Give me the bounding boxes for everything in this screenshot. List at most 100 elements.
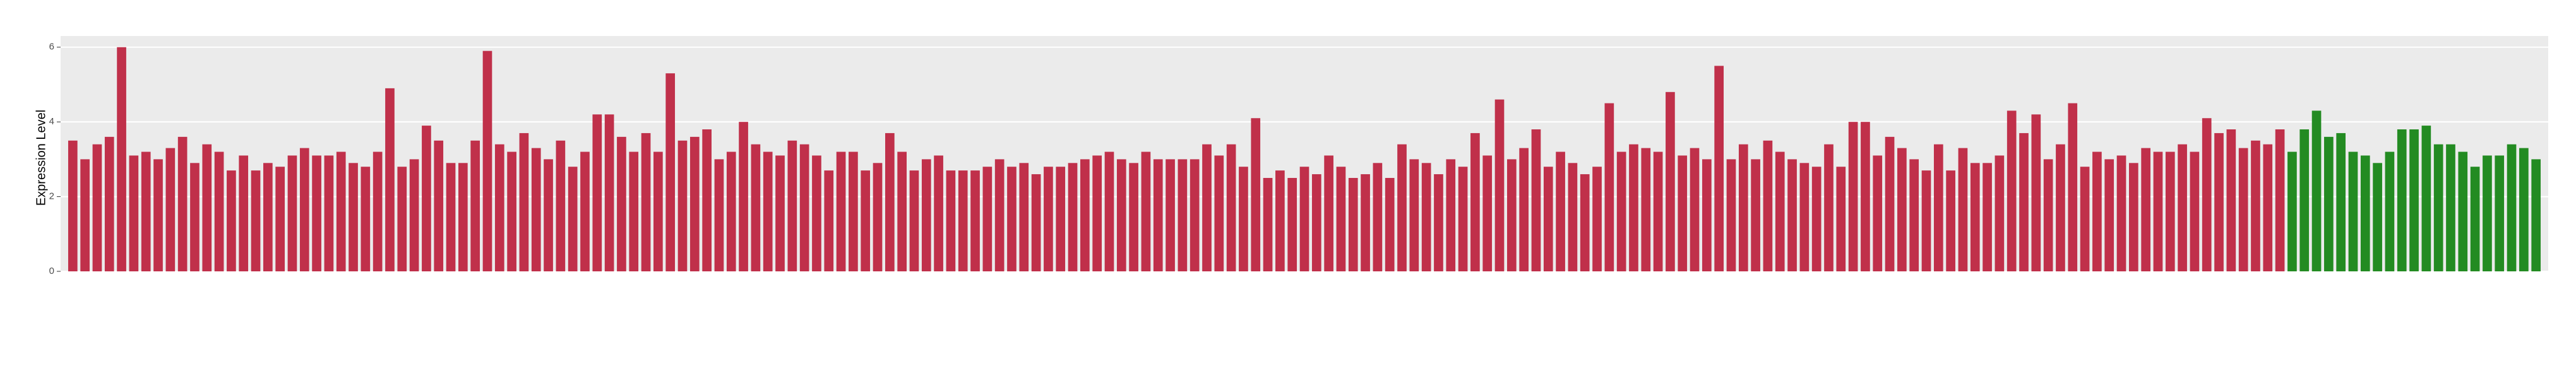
bar xyxy=(104,136,114,271)
bar xyxy=(885,133,895,271)
bar xyxy=(2421,126,2431,271)
y-tick-label: 2 xyxy=(49,191,54,202)
bar xyxy=(1641,148,1651,271)
bar xyxy=(2531,159,2541,271)
bar xyxy=(287,155,297,271)
bar xyxy=(982,167,993,271)
bar xyxy=(1824,144,1834,271)
bar xyxy=(2092,151,2102,271)
bar xyxy=(519,133,529,271)
bar xyxy=(482,50,492,271)
bar xyxy=(2299,129,2310,271)
bar xyxy=(568,167,578,271)
bar xyxy=(592,114,602,271)
bar xyxy=(251,170,261,271)
bar xyxy=(921,159,931,271)
bar xyxy=(604,114,614,271)
bar xyxy=(2446,144,2455,271)
bar xyxy=(92,144,102,271)
bar xyxy=(2178,144,2187,271)
bar xyxy=(1287,177,1297,271)
bar xyxy=(1007,167,1017,271)
bar xyxy=(80,159,90,271)
bar xyxy=(1726,159,1736,271)
bar xyxy=(1190,159,1200,271)
bar xyxy=(787,140,797,271)
bar xyxy=(1275,170,1285,271)
bar xyxy=(849,151,858,271)
bar xyxy=(1409,159,1419,271)
bar xyxy=(202,144,212,271)
bar xyxy=(1348,177,1358,271)
bar xyxy=(1421,163,1431,271)
bar xyxy=(1458,167,1468,271)
bar xyxy=(349,163,358,271)
bar xyxy=(2385,151,2395,271)
bar xyxy=(739,122,748,271)
bar xyxy=(1873,155,1883,271)
bar xyxy=(763,151,773,271)
bar xyxy=(1690,148,1700,271)
bar xyxy=(2238,148,2248,271)
bar xyxy=(2433,144,2443,271)
bar xyxy=(1056,167,1066,271)
bar xyxy=(1178,159,1188,271)
bar xyxy=(1787,159,1797,271)
bar xyxy=(1836,167,1846,271)
bar xyxy=(2360,155,2370,271)
bar xyxy=(117,47,126,271)
bar xyxy=(1446,159,1456,271)
bar xyxy=(1299,167,1309,271)
bar xyxy=(324,155,334,271)
bar xyxy=(165,148,176,271)
bar xyxy=(2251,140,2260,271)
bar xyxy=(434,140,444,271)
bar xyxy=(1361,174,1370,271)
bar xyxy=(1068,163,1078,271)
bar xyxy=(1214,155,1224,271)
bar xyxy=(1153,159,1163,271)
bar xyxy=(714,159,724,271)
bar xyxy=(1031,174,1041,271)
bar xyxy=(702,129,712,271)
bar xyxy=(2263,144,2273,271)
bar xyxy=(397,167,407,271)
bar xyxy=(1616,151,1626,271)
bar xyxy=(629,151,639,271)
bar xyxy=(2165,151,2175,271)
bar xyxy=(1116,159,1126,271)
bar xyxy=(2190,151,2200,271)
bar xyxy=(1494,99,1505,271)
bar xyxy=(1983,163,1992,271)
bar xyxy=(580,151,590,271)
bar xyxy=(1336,167,1346,271)
bar xyxy=(836,151,846,271)
bar xyxy=(1568,163,1578,271)
bar xyxy=(1702,159,1712,271)
bar xyxy=(1799,163,1810,271)
bar xyxy=(1263,177,1273,271)
bar xyxy=(824,170,834,271)
bar xyxy=(2226,129,2236,271)
bar xyxy=(1239,167,1248,271)
bar xyxy=(1666,92,1675,272)
bar xyxy=(1946,170,1955,271)
bar xyxy=(909,170,919,271)
bar xyxy=(2287,151,2297,271)
bar xyxy=(2311,110,2322,271)
bar xyxy=(1738,144,1748,271)
bar xyxy=(2104,159,2114,271)
bar xyxy=(873,163,883,271)
bar xyxy=(2458,151,2468,271)
bar xyxy=(1129,163,1138,271)
bar xyxy=(2153,151,2163,271)
bar xyxy=(2214,133,2224,271)
bar xyxy=(1580,174,1590,271)
bar xyxy=(1531,129,1541,271)
bar xyxy=(689,136,700,271)
bar xyxy=(556,140,566,271)
bar xyxy=(1592,167,1602,271)
bar xyxy=(1933,144,1943,271)
bar xyxy=(726,151,736,271)
